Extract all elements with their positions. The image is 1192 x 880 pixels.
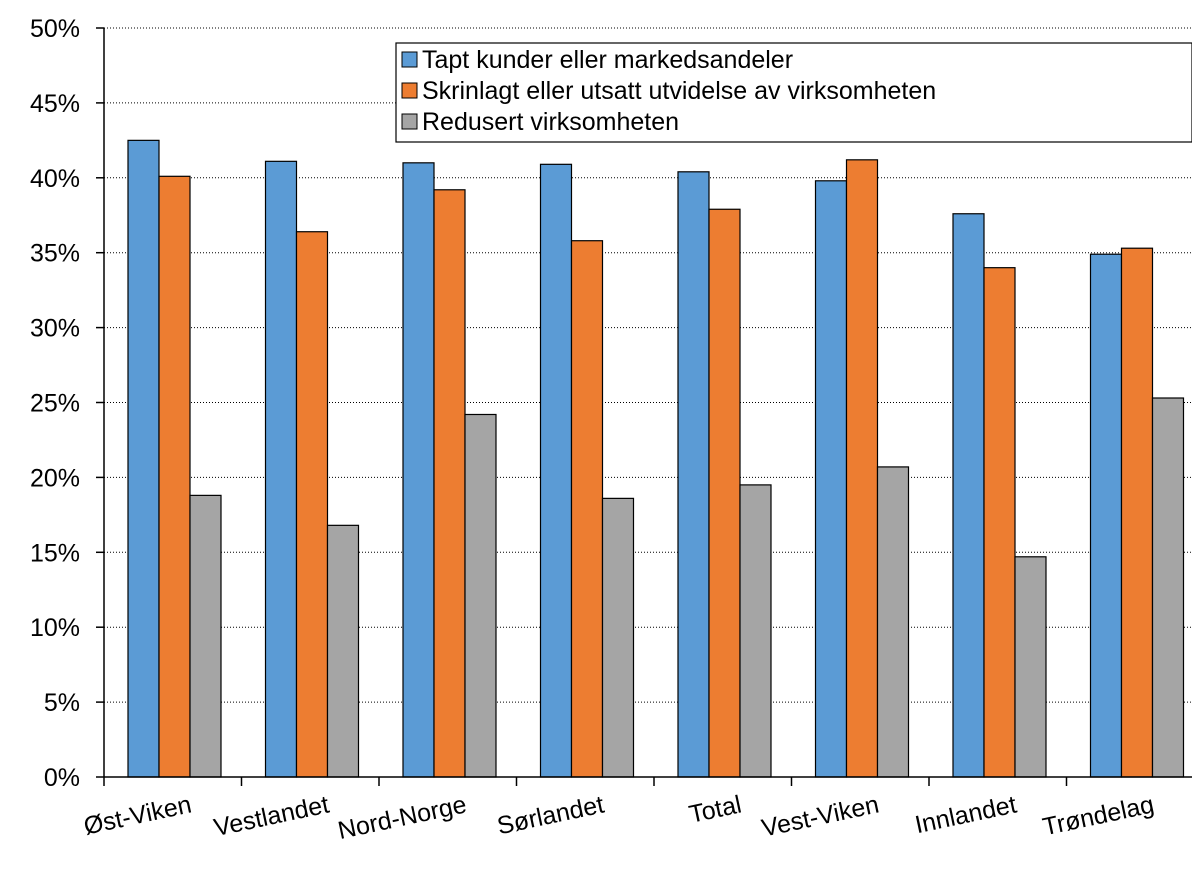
y-tick-label: 40% [30,165,80,193]
x-tick-labels: Øst-Viken Vestlandet Nord-Norge Sørlandet To… [81,790,1156,845]
y-tick-label: 10% [30,614,80,642]
bar [1089,253,1123,778]
legend-swatch [401,51,418,68]
bar [876,466,910,778]
x-tick-label: Vest-Viken [759,790,881,842]
x-tick-label: Vestlandet [211,790,331,842]
bar [264,160,298,778]
legend-label: Tapt kunder eller markedsandeler [422,46,793,74]
bar [402,162,435,778]
bar [601,497,635,778]
y-tick-label: 5% [44,689,80,717]
legend-swatch [401,82,418,99]
x-tick-label: Sørlandet [495,790,607,840]
y-tick-label: 50% [30,15,80,43]
y-tick-label: 20% [30,464,80,492]
bar [433,189,466,778]
legend-label: Skrinlagt eller utsatt utvidelse av virk… [422,77,936,105]
bar [127,139,160,778]
bar [326,524,360,778]
y-tick-label: 30% [30,315,80,343]
bar [1120,247,1154,778]
bar [814,180,848,778]
x-tick-label: Nord-Norge [335,790,469,845]
legend-swatch [401,113,418,130]
bar [983,267,1016,778]
bar [708,208,741,778]
x-tick-label: Øst-Viken [81,790,194,840]
y-tick-label: 25% [30,390,80,418]
y-tick-label: 35% [30,240,80,268]
bar [677,171,710,778]
y-tick-label: 15% [30,539,80,567]
bar [189,494,222,778]
bar [295,231,329,778]
bar [1151,397,1185,778]
bars [127,139,1185,778]
legend-label: Redusert virksomheten [422,108,679,136]
x-tick-label: Total [687,790,744,828]
x-tick-label: Trøndelag [1040,790,1156,841]
bar [570,240,604,778]
x-tick-label: Innlandet [913,790,1019,839]
bar [1014,556,1047,778]
legend-box [395,42,1192,143]
bar [739,484,772,778]
bar [845,159,879,778]
bar [539,163,573,778]
bar [158,175,191,778]
bar [952,213,985,778]
legend: Tapt kunder eller markedsandeler Skrinlag… [395,42,1192,143]
y-tick-labels: 0% 5% 10% 15% 20% 25% 30% 35% 40% 45% 50% [30,15,104,792]
y-tick-label: 45% [30,90,80,118]
bar [464,413,497,778]
y-tick-label: 0% [44,764,80,792]
